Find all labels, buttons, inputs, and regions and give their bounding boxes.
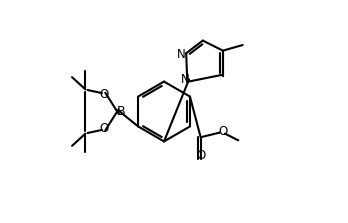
Text: N: N (177, 48, 186, 62)
Text: O: O (100, 122, 109, 135)
Text: B: B (117, 105, 125, 118)
Text: O: O (100, 88, 109, 101)
Text: O: O (218, 125, 227, 138)
Text: O: O (196, 149, 205, 162)
Text: N: N (181, 73, 189, 86)
